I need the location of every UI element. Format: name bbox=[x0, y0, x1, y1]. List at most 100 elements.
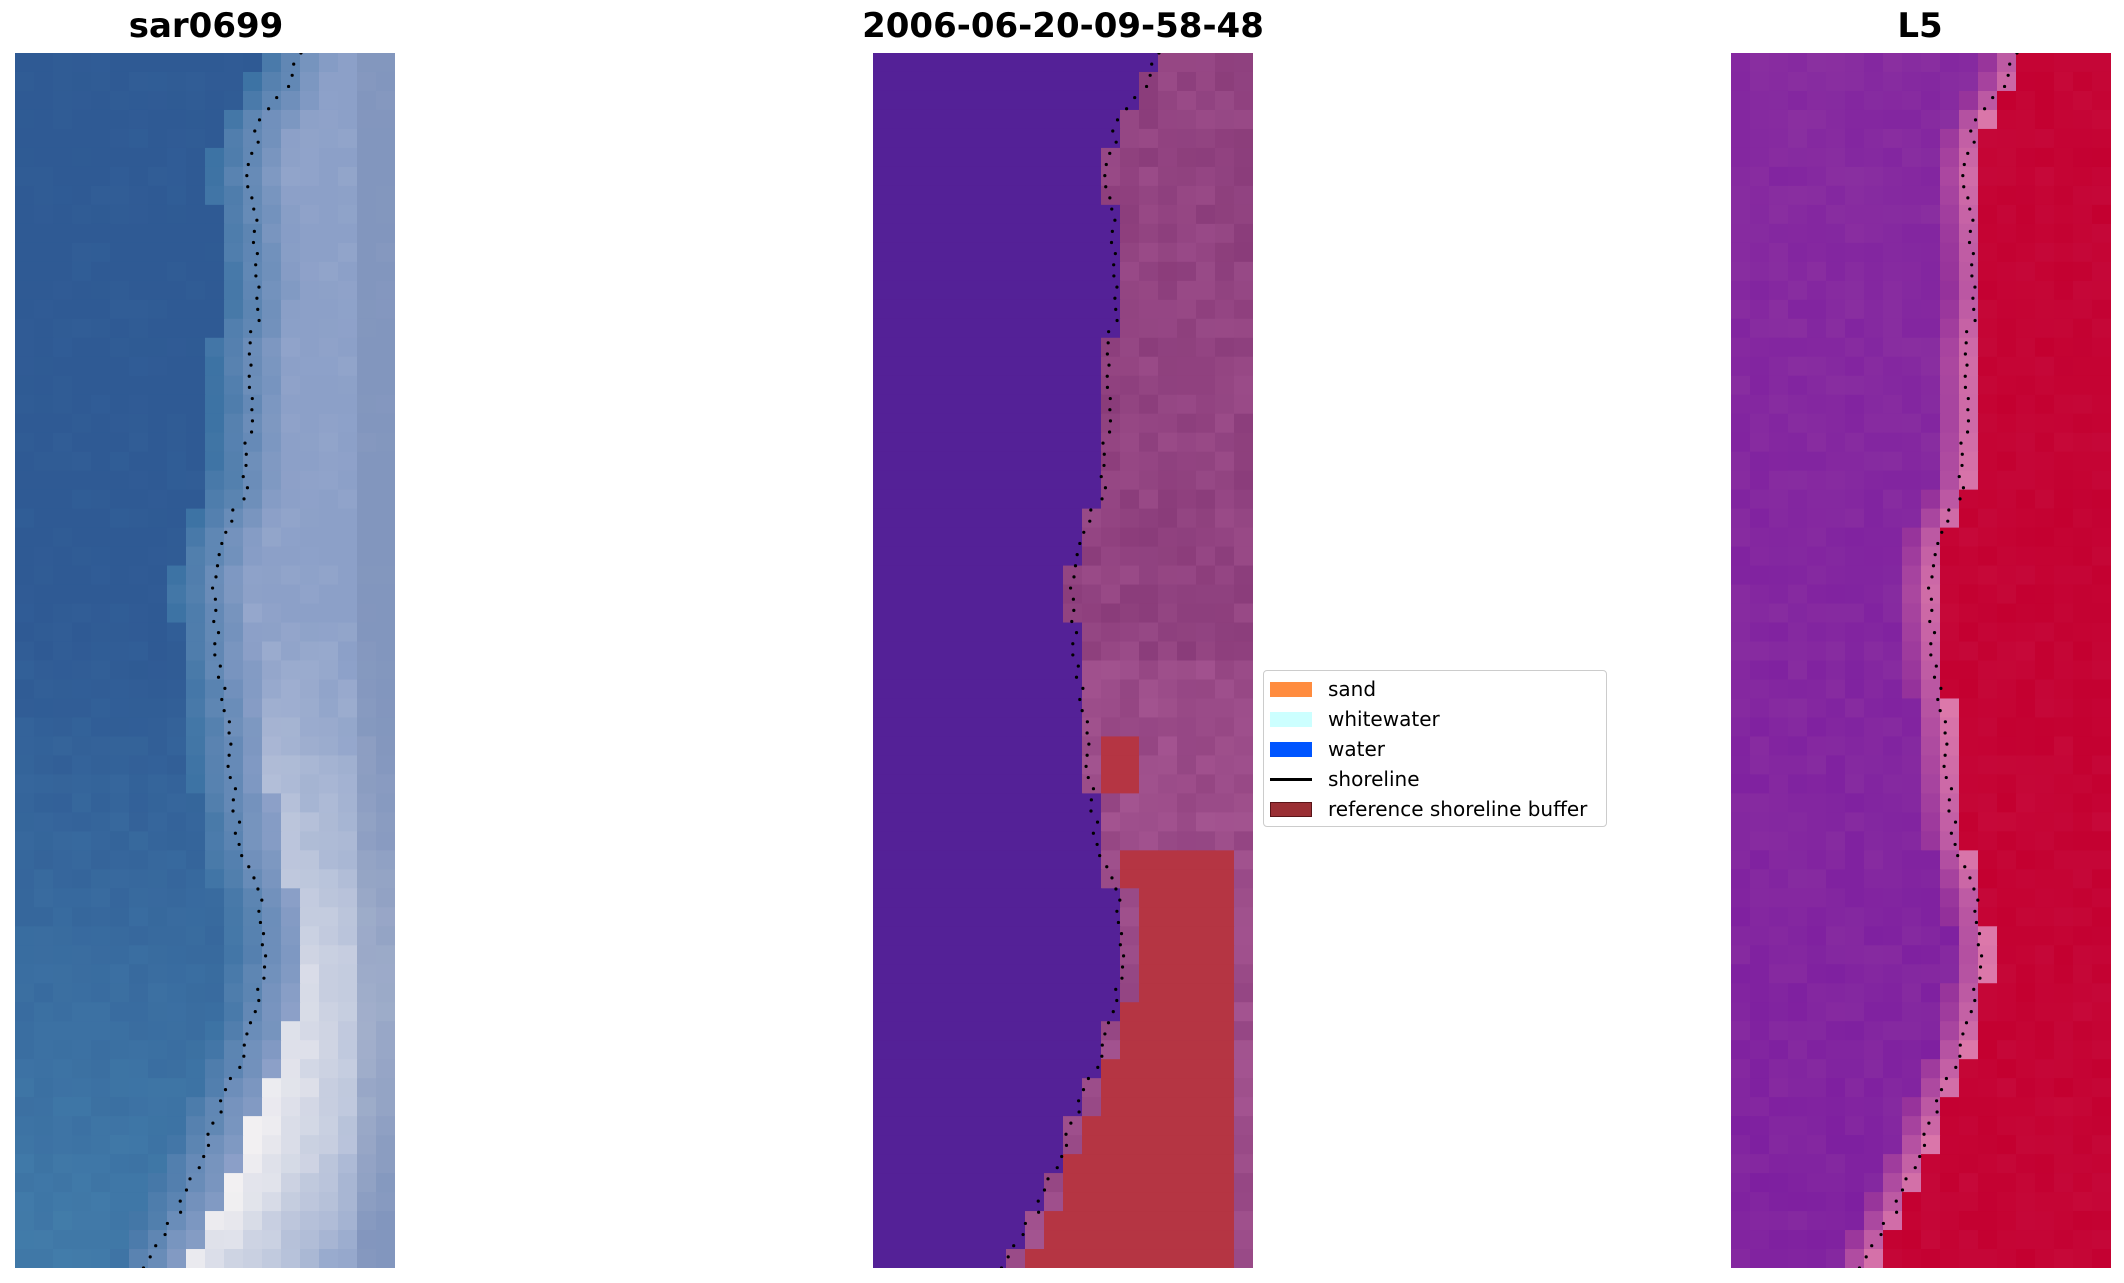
class-pixel bbox=[1120, 508, 1140, 529]
rgb-pixel bbox=[338, 736, 358, 757]
rgb-pixel bbox=[376, 698, 395, 719]
rgb-pixel bbox=[53, 660, 73, 681]
rgb-pixel bbox=[91, 508, 111, 529]
index-pixel bbox=[1807, 1059, 1827, 1079]
index-pixel bbox=[2073, 242, 2093, 263]
index-pixel bbox=[1997, 166, 2017, 187]
rgb-pixel bbox=[91, 736, 111, 757]
shoreline-point bbox=[1095, 820, 1100, 824]
rgb-pixel bbox=[129, 128, 149, 149]
rgb-pixel bbox=[15, 717, 35, 738]
class-pixel bbox=[968, 413, 988, 434]
class-pixel bbox=[1120, 869, 1140, 889]
class-pixel bbox=[1196, 565, 1216, 586]
rgb-pixel bbox=[376, 1078, 395, 1098]
index-pixel bbox=[2092, 185, 2111, 206]
index-pixel bbox=[2016, 1097, 2036, 1117]
index-pixel bbox=[1864, 470, 1884, 491]
index-pixel bbox=[2054, 755, 2074, 776]
rgb-pixel bbox=[376, 945, 395, 965]
shoreline-point bbox=[1927, 1121, 1931, 1125]
index-pixel bbox=[1921, 318, 1941, 339]
index-pixel bbox=[1826, 983, 1846, 1003]
rgb-pixel bbox=[34, 280, 54, 301]
index-pixel bbox=[2092, 1135, 2111, 1155]
class-pixel bbox=[930, 508, 950, 529]
index-pixel bbox=[1731, 565, 1751, 586]
index-pixel bbox=[2092, 717, 2111, 738]
rgb-pixel bbox=[91, 831, 111, 851]
index-pixel bbox=[1978, 964, 1998, 984]
index-pixel bbox=[1845, 280, 1865, 301]
index-pixel bbox=[1750, 1211, 1770, 1231]
rgb-pixel bbox=[129, 280, 149, 301]
rgb-pixel bbox=[281, 432, 301, 453]
rgb-pixel bbox=[319, 1173, 339, 1193]
index-pixel bbox=[1769, 1211, 1789, 1231]
index-pixel bbox=[1997, 679, 2017, 700]
rgb-pixel bbox=[148, 1078, 168, 1098]
class-pixel bbox=[1234, 945, 1253, 965]
rgb-pixel bbox=[281, 717, 301, 738]
rgb-pixel bbox=[205, 394, 225, 415]
class-pixel bbox=[1006, 1002, 1026, 1022]
index-pixel bbox=[1769, 128, 1789, 149]
rgb-pixel bbox=[319, 983, 339, 1003]
rgb-pixel bbox=[15, 584, 35, 605]
index-pixel bbox=[1883, 1173, 1903, 1193]
index-pixel bbox=[1940, 1078, 1960, 1098]
rgb-pixel bbox=[167, 147, 187, 168]
class-pixel bbox=[1101, 1211, 1121, 1231]
rgb-pixel bbox=[110, 470, 130, 491]
index-pixel bbox=[2016, 394, 2036, 415]
rgb-pixel bbox=[129, 926, 149, 946]
index-pixel bbox=[1807, 584, 1827, 605]
index-pixel bbox=[1845, 793, 1865, 813]
shoreline-point bbox=[1900, 1188, 1905, 1192]
rgb-pixel bbox=[53, 356, 73, 377]
class-pixel bbox=[1025, 1002, 1045, 1022]
class-pixel bbox=[1196, 166, 1216, 187]
class-pixel bbox=[987, 261, 1007, 282]
rgb-pixel bbox=[34, 1230, 54, 1250]
class-pixel bbox=[892, 1154, 912, 1174]
index-image-panel bbox=[1731, 53, 2111, 1268]
class-pixel bbox=[1025, 698, 1045, 719]
index-pixel bbox=[1826, 945, 1846, 965]
index-pixel bbox=[1807, 1097, 1827, 1117]
index-pixel bbox=[2073, 1249, 2093, 1268]
index-pixel bbox=[1883, 53, 1903, 73]
index-pixel bbox=[1883, 1192, 1903, 1212]
class-pixel bbox=[987, 1211, 1007, 1231]
rgb-pixel bbox=[262, 888, 282, 908]
rgb-pixel bbox=[53, 1249, 73, 1268]
index-pixel bbox=[1921, 261, 1941, 282]
class-pixel bbox=[949, 53, 969, 73]
rgb-pixel bbox=[224, 546, 244, 567]
rgb-pixel bbox=[376, 413, 395, 434]
rgb-pixel bbox=[148, 1002, 168, 1022]
rgb-pixel bbox=[34, 166, 54, 187]
rgb-pixel bbox=[319, 394, 339, 415]
rgb-pixel bbox=[300, 907, 320, 927]
rgb-pixel bbox=[148, 926, 168, 946]
index-pixel bbox=[1883, 565, 1903, 586]
rgb-pixel bbox=[186, 1249, 206, 1268]
index-pixel bbox=[1921, 812, 1941, 832]
shoreline-point bbox=[227, 731, 231, 735]
rgb-pixel bbox=[205, 71, 225, 92]
index-pixel bbox=[1769, 755, 1789, 776]
index-pixel bbox=[1902, 394, 1922, 415]
shoreline-point bbox=[1100, 497, 1104, 501]
shoreline-point bbox=[256, 307, 260, 311]
rgb-pixel bbox=[110, 945, 130, 965]
class-pixel bbox=[949, 1211, 969, 1231]
index-pixel bbox=[1807, 774, 1827, 794]
rgb-pixel bbox=[91, 185, 111, 206]
rgb-pixel bbox=[319, 793, 339, 813]
class-pixel bbox=[949, 603, 969, 624]
class-pixel bbox=[1025, 812, 1045, 832]
index-pixel bbox=[1883, 1002, 1903, 1022]
rgb-pixel bbox=[205, 641, 225, 662]
index-pixel bbox=[1769, 850, 1789, 870]
